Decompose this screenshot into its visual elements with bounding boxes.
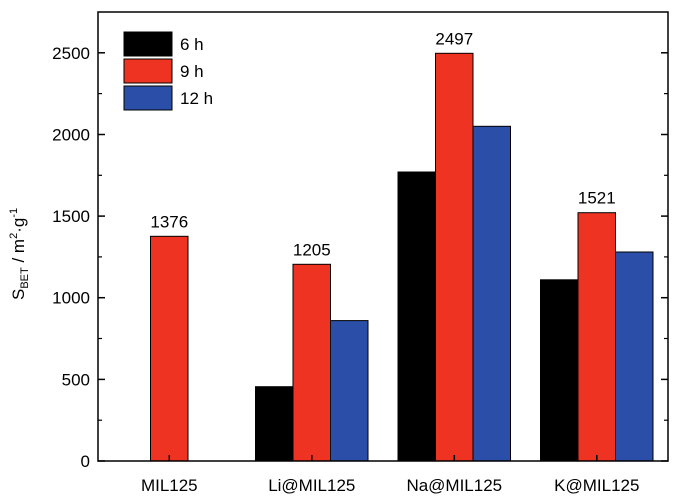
legend-swatch [123, 31, 173, 57]
y-axis-title-sup2: -1 [8, 208, 20, 218]
bar-12h-k-mil125 [615, 251, 654, 462]
x-tick-label: MIL125 [141, 476, 198, 495]
y-axis-title-dot: ·g [9, 218, 28, 233]
bar-6h-na-mil125 [397, 171, 436, 462]
bar-12h-li-mil125 [330, 320, 369, 462]
y-axis-title: SBET / m2·g-1 [8, 208, 31, 300]
legend-swatch [123, 85, 173, 111]
x-tick-label: Na@MIL125 [406, 476, 502, 495]
bar-12h-na-mil125 [472, 125, 511, 462]
bar-6h-li-mil125 [255, 386, 294, 462]
y-axis-title-main: S [9, 289, 28, 300]
legend-label: 9 h [180, 62, 204, 81]
y-tick-label: 1000 [52, 289, 90, 308]
bar-6h-k-mil125 [540, 279, 579, 462]
legend-label: 12 h [180, 89, 213, 108]
plot-frame [97, 11, 669, 462]
data-label: 1205 [293, 240, 331, 259]
data-label: 2497 [435, 29, 473, 48]
y-tick-label: 2000 [52, 126, 90, 145]
bar-9h-li-mil125 [292, 263, 331, 462]
data-label: 1521 [578, 189, 616, 208]
bar-9h-na-mil125 [435, 52, 474, 462]
legend: 6 h 9 h 12 h [123, 31, 213, 111]
data-label: 1376 [150, 212, 188, 231]
svg-text:SBET / m2·g-1: SBET / m2·g-1 [8, 208, 31, 300]
y-axis-title-mid: / m [9, 239, 28, 267]
plot-layer: 1376 MIL125 1205 Li@MIL125 2497 Na@MIL125 1521… [52, 11, 669, 495]
legend-label: 6 h [180, 35, 204, 54]
legend-swatch [123, 58, 173, 84]
y-tick-label: 500 [62, 370, 90, 389]
y-tick-label: 2500 [52, 44, 90, 63]
bar-9h-k-mil125 [577, 212, 616, 462]
y-axis-title-sub: BET [19, 267, 31, 289]
bar-9h-mil125 [150, 235, 189, 462]
y-tick-label: 0 [81, 452, 90, 471]
x-tick-label: Li@MIL125 [268, 476, 355, 495]
x-tick-label: K@MIL125 [554, 476, 639, 495]
y-tick-label: 1500 [52, 207, 90, 226]
y-axis-title-sup1: 2 [8, 233, 20, 239]
